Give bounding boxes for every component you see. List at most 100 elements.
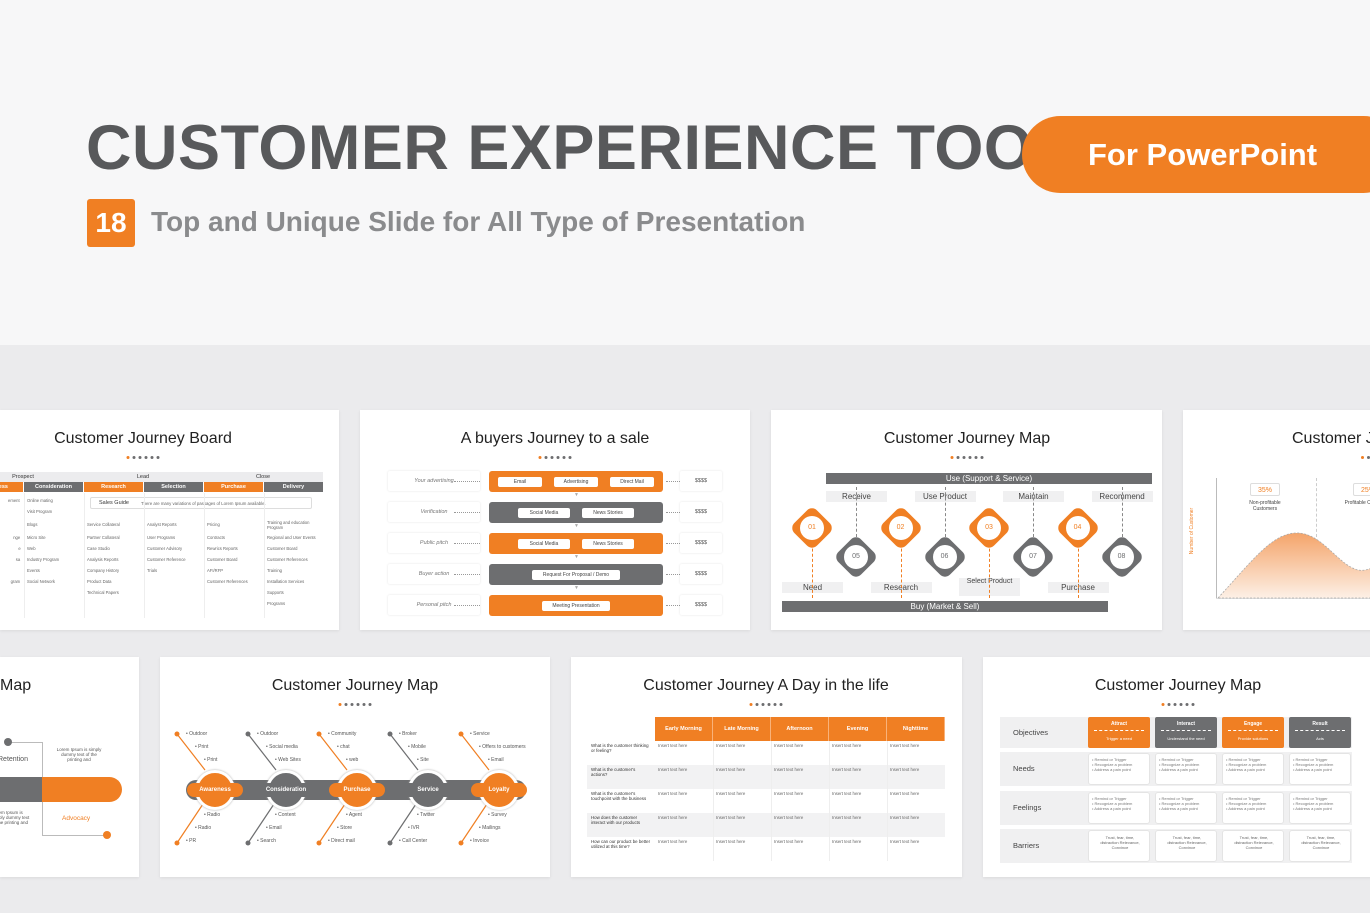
- objective-card: Result Acts: [1289, 717, 1351, 748]
- stage-box: Meeting Presentation: [489, 595, 663, 616]
- branch-lines: [174, 731, 206, 846]
- table-cell: Insert text here: [658, 767, 688, 772]
- value-box: $$$$: [680, 564, 722, 584]
- board-item: Company History: [87, 568, 120, 573]
- bullet-item: • Site: [417, 757, 429, 763]
- column-header: Early Morning: [655, 717, 713, 741]
- matrix-card: Trust, fear, time, distraction Relevance…: [1088, 830, 1150, 862]
- title-dots: [1161, 703, 1195, 706]
- value-box: $$$$: [680, 471, 722, 491]
- board-item: Customer Advisory: [147, 546, 183, 551]
- objective-name: Attract: [1110, 721, 1128, 727]
- sales-guide-label: Sales Guide: [99, 500, 129, 506]
- value-box: $$$$: [680, 502, 722, 522]
- y-axis: [1216, 478, 1217, 598]
- slide-title: Customer Journey Map: [271, 677, 439, 694]
- sales-guide-box: Sales Guide There are many variations of …: [90, 497, 312, 509]
- board-item: gram: [10, 579, 21, 584]
- row-question: What is the customer's touchpoint with t…: [591, 791, 647, 801]
- column-divider: [887, 741, 888, 861]
- board-item: Regional and User Events: [267, 535, 316, 540]
- dashed-connector: [900, 528, 902, 598]
- stage-pill: Purchase: [329, 783, 385, 797]
- board-item: Analysis Reports: [87, 557, 119, 562]
- bullet-item: • Remind or Trigger: [1159, 796, 1194, 801]
- bullet-item: • Agent: [346, 812, 362, 818]
- table-cell: Insert text here: [774, 743, 804, 748]
- stage-box: Social Media News Stories: [489, 502, 663, 523]
- distribution-curve: [1217, 532, 1370, 599]
- objective-card: Interact Understand the need: [1155, 717, 1217, 748]
- column-divider: [264, 493, 265, 618]
- step-circle: 08: [1109, 545, 1134, 569]
- stage-label: Advocacy: [62, 815, 91, 822]
- slide-count-badge: 18: [87, 199, 135, 247]
- table-cell: Insert text here: [774, 791, 804, 796]
- bullet-item: • Invoice: [470, 838, 489, 844]
- stage-pill: Loyalty: [471, 783, 527, 797]
- table-cell: Insert text here: [890, 743, 920, 748]
- row-band: [587, 765, 945, 789]
- channel-chip: Email: [498, 476, 542, 487]
- subtitle: Top and Unique Slide for All Type of Pre…: [151, 206, 806, 237]
- table-cell: Insert text here: [832, 815, 862, 820]
- slide-title: Customer Journey Board: [54, 430, 232, 447]
- bullet-item: • Remind or Trigger: [1226, 796, 1261, 801]
- board-item: Contracts: [207, 535, 225, 540]
- step-circle: 03: [977, 516, 1001, 540]
- column-divider: [24, 493, 25, 618]
- matrix-card: Trust, fear, time, distraction Relevance…: [1222, 830, 1284, 862]
- phase-label: Lead: [136, 474, 150, 480]
- table-cell: Insert text here: [716, 839, 746, 844]
- title-dots: [538, 456, 572, 459]
- board-item: Installation Services: [267, 579, 305, 584]
- table-cell: Insert text here: [716, 791, 746, 796]
- board-item: Customer Reference: [147, 557, 186, 562]
- table-cell: Insert text here: [890, 839, 920, 844]
- barrier-text: Trust, fear, time, distraction Relevance…: [1234, 835, 1274, 850]
- channel-chip: Social Media: [518, 538, 570, 549]
- dotted-arrow: [454, 512, 480, 513]
- slide-title: Map: [0, 677, 32, 694]
- dashed-connector: [812, 528, 813, 598]
- table-cell: Insert text here: [658, 815, 688, 820]
- bullet-item: • Recognize a problem: [1159, 762, 1200, 767]
- board-item: Social Network: [27, 579, 55, 584]
- barrier-text: Trust, fear, time, distraction Relevance…: [1100, 835, 1140, 850]
- node-dot: [4, 738, 12, 746]
- stage-pill: Service: [400, 783, 456, 797]
- bullet-item: • web: [346, 757, 359, 763]
- channel-chip: Meeting Presentation: [542, 600, 610, 611]
- dotted-arrow: [666, 481, 680, 482]
- column-divider: [713, 741, 714, 861]
- down-arrow-icon: ▼: [574, 554, 579, 560]
- bullet-item: • Mailings: [479, 825, 501, 831]
- slide-customer-curve: Customer JourneyNumber of Customer35%Non…: [1183, 410, 1370, 630]
- step-circle: 04: [1065, 516, 1090, 540]
- column-divider: [771, 741, 772, 861]
- x-axis: [1216, 598, 1370, 599]
- table-cell: Insert text here: [658, 791, 688, 796]
- stage-pill: Awareness: [187, 783, 243, 797]
- title-dots: [950, 456, 984, 459]
- dashed-divider: [1295, 730, 1345, 731]
- table-cell: Insert text here: [716, 815, 746, 820]
- row-question: How can our product be better utilized a…: [591, 839, 651, 849]
- board-item: e: [18, 546, 21, 551]
- board-item: Supports: [267, 590, 284, 595]
- stage-header: Purchase: [204, 482, 264, 492]
- row-label: Personal pitch: [388, 595, 480, 615]
- row-question: What is the customer thinking or feeling…: [591, 743, 649, 753]
- board-item: Micro Site: [27, 535, 46, 540]
- slide-partial-map: Map Retention Lorem Ipsum is simply dummy …: [0, 657, 139, 877]
- board-item: Web: [27, 546, 36, 551]
- table-cell: Insert text here: [716, 767, 746, 772]
- bullet-item: • Remind or Trigger: [1159, 757, 1194, 762]
- table-cell: Insert text here: [832, 767, 862, 772]
- node-dot: [103, 831, 111, 839]
- dashed-connector: [1077, 528, 1079, 598]
- bullet-item: • PR: [186, 838, 197, 844]
- stage-header: Awareness: [0, 482, 24, 492]
- connector-line: [42, 835, 106, 836]
- matrix-card: • Remind or Trigger • Recognize a problem…: [1155, 792, 1217, 824]
